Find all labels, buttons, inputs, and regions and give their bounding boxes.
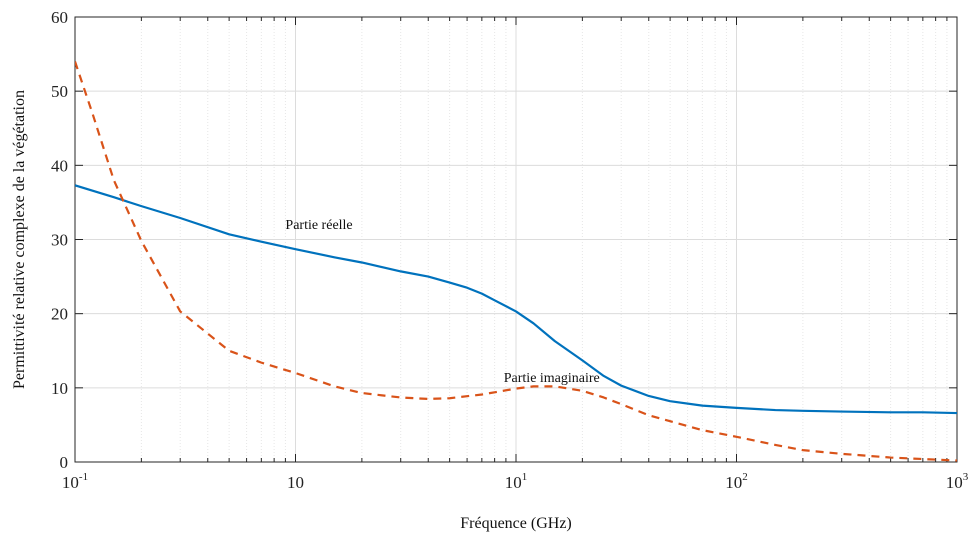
y-tick-label: 40 bbox=[51, 156, 68, 175]
x-tick-labels: 10-1 10 101 102 103 bbox=[62, 471, 969, 492]
x-axis-title: Fréquence (GHz) bbox=[460, 515, 572, 532]
y-tick-label: 30 bbox=[51, 231, 68, 250]
x-tick-label: 102 bbox=[725, 471, 748, 492]
series-layer bbox=[75, 61, 957, 462]
x-tick-label: 101 bbox=[505, 471, 528, 492]
series-line-partie-imaginaire bbox=[75, 61, 957, 462]
axis-ticks bbox=[74, 16, 958, 463]
series-line-partie-reelle bbox=[75, 184, 957, 415]
annotations: Partie réelle Partie imaginaire bbox=[285, 218, 599, 386]
y-axis-title: Permittivité relative complexe de la vég… bbox=[11, 90, 28, 389]
y-tick-label: 20 bbox=[51, 305, 68, 324]
annotation-label: Partie réelle bbox=[285, 218, 352, 233]
y-tick-label: 10 bbox=[51, 379, 68, 398]
annotation-label: Partie imaginaire bbox=[504, 371, 600, 386]
y-tick-label: 0 bbox=[60, 453, 69, 472]
y-tick-label: 60 bbox=[51, 8, 68, 27]
y-tick-label: 50 bbox=[51, 82, 68, 101]
y-tick-labels: 0 10 20 30 40 50 60 bbox=[51, 8, 68, 472]
x-tick-label: 10 bbox=[287, 473, 304, 492]
x-tick-label: 103 bbox=[946, 471, 969, 492]
x-tick-label: 10-1 bbox=[62, 471, 88, 492]
